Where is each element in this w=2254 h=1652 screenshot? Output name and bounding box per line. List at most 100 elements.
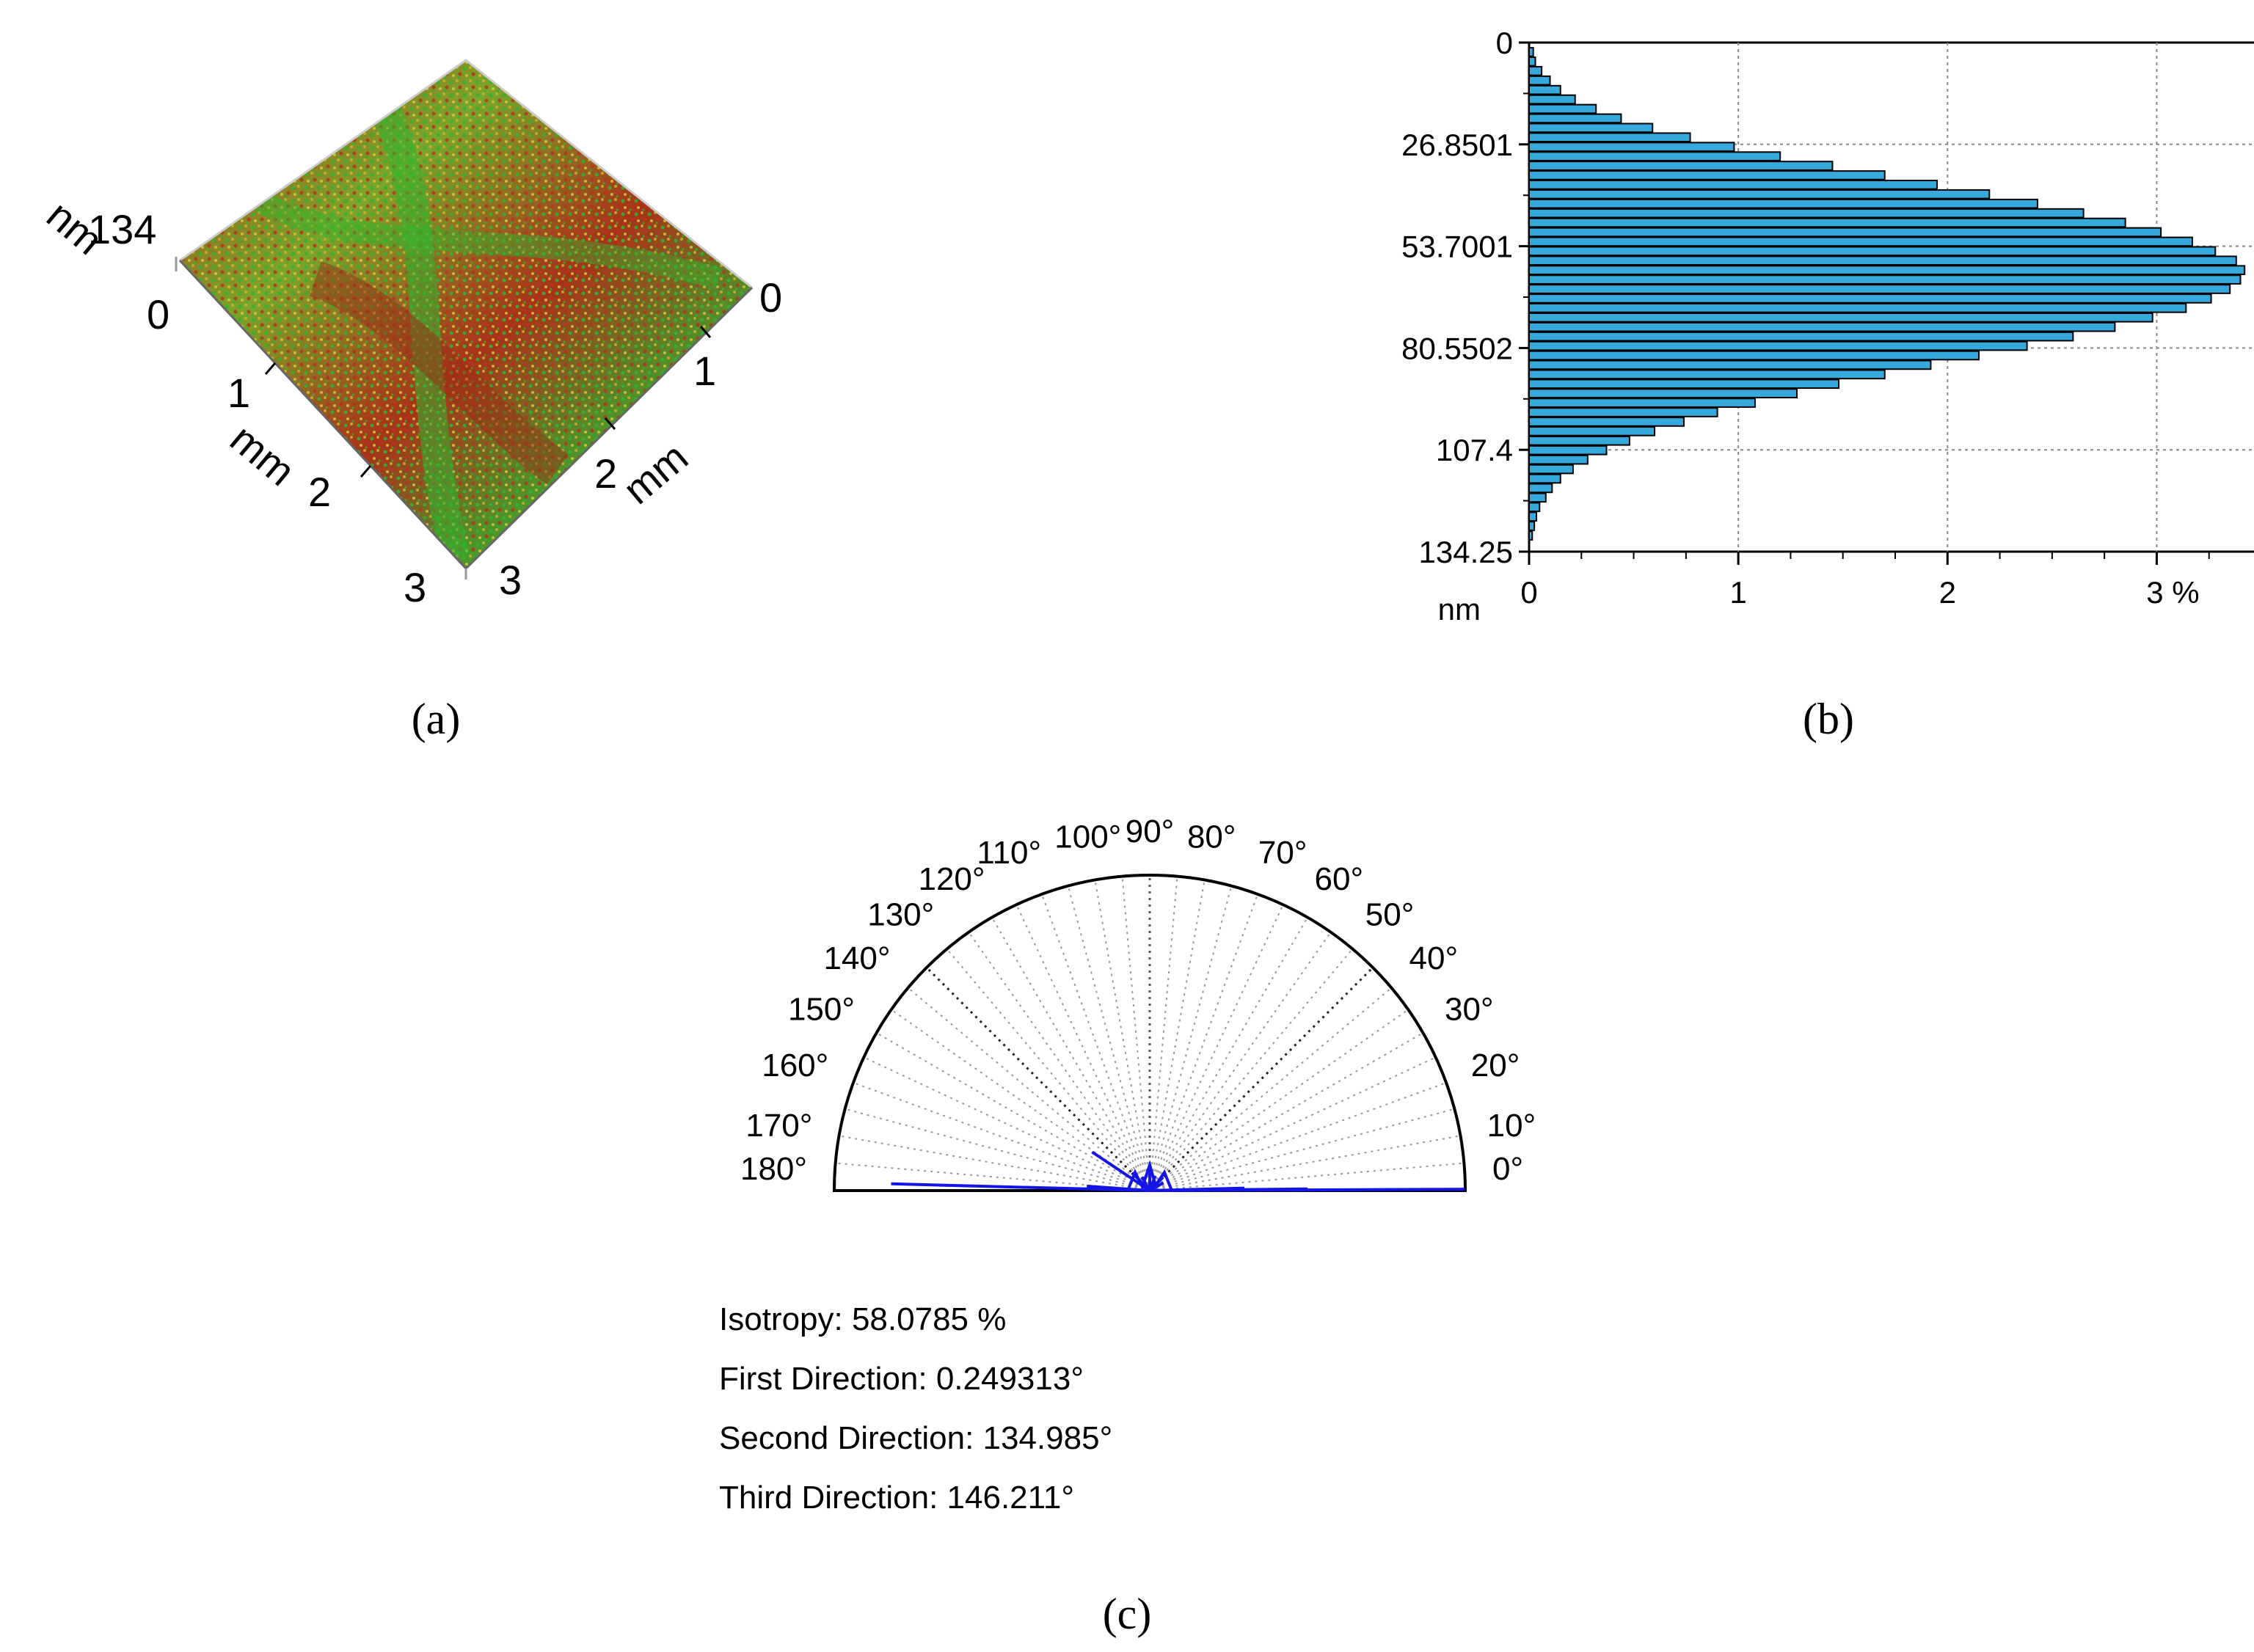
panel-label-a: (a)	[412, 695, 461, 743]
histogram-bar	[1528, 502, 1541, 513]
histogram-bar	[1528, 84, 1561, 95]
histogram-bar	[1528, 132, 1691, 143]
histogram-bar	[1528, 331, 2074, 342]
histogram-bar	[1528, 161, 1834, 171]
isotropy-value: Isotropy: 58.0785 %	[719, 1301, 1007, 1337]
histogram-bar	[1528, 312, 2153, 323]
polar-spoke	[1149, 1032, 1423, 1191]
histogram-bar	[1528, 398, 1756, 408]
x-tick-2: 2	[594, 450, 617, 497]
histogram-bar	[1528, 274, 2242, 285]
histogram-bar	[1528, 435, 1630, 446]
histogram-bar	[1528, 208, 2085, 219]
polar-rose-line-4	[1087, 1185, 1150, 1192]
histogram-bar	[1528, 227, 2162, 238]
histogram-x-tick-label-0: 0	[1520, 575, 1537, 610]
polar-rose-lines	[891, 1150, 1466, 1192]
y-tick-2: 2	[308, 469, 331, 515]
polar-spoke	[1040, 893, 1150, 1191]
histogram-bar	[1528, 350, 1980, 361]
polar-angle-label-10: 10°	[1487, 1108, 1536, 1144]
polar-angle-label-130: 130°	[867, 896, 934, 932]
polar-spoke	[876, 1032, 1150, 1191]
x-tick-0: 0	[759, 274, 782, 321]
histogram-bar	[1528, 75, 1551, 86]
histogram-bar	[1528, 473, 1561, 484]
histogram-y-tick-label-1: 26.8501	[1401, 128, 1513, 162]
polar-spoke	[1015, 904, 1150, 1191]
histogram-bar	[1528, 103, 1597, 114]
polar-spoke	[1149, 904, 1284, 1191]
histogram-bar	[1528, 284, 2231, 294]
polar-spoke	[853, 1081, 1150, 1191]
histogram-bar	[1528, 236, 2193, 247]
polar-spoke	[1149, 1108, 1455, 1191]
y-unit-label: mm	[222, 415, 304, 494]
polar-spoke	[1149, 893, 1259, 1191]
polar-grid	[832, 874, 1467, 1192]
height-histogram: 0 26.8501 53.7001 80.5502 107.4 134.25 0 1 2 3 %…	[1401, 26, 2254, 743]
polar-angle-label-120: 120°	[918, 861, 985, 897]
polar-outline	[832, 874, 1467, 1192]
histogram-y-tick-label-3: 80.5502	[1401, 331, 1513, 365]
polar-angle-label-60: 60°	[1315, 861, 1364, 897]
histogram-bar	[1528, 293, 2212, 304]
polar-spoke	[863, 1056, 1150, 1191]
polar-angle-label-0: 0°	[1492, 1151, 1523, 1187]
histogram-bar	[1528, 379, 1840, 390]
histogram-bar	[1528, 94, 1576, 105]
histogram-bar	[1528, 303, 2187, 313]
histogram-y-ticks: 0 26.8501 53.7001 80.5502 107.4 134.25	[1401, 26, 1529, 569]
panel-label-b: (b)	[1803, 695, 1854, 743]
histogram-bar	[1528, 255, 2237, 266]
histogram-bar	[1528, 123, 1654, 134]
surface-3d-plot: 134 0 nm 1 2 3 mm 0 1 2 3 mm (a)	[38, 59, 782, 743]
histogram-bars	[1528, 47, 2246, 541]
histogram-bar	[1528, 369, 1886, 380]
histogram-bar	[1528, 359, 1932, 370]
histogram-x-ticks: 0 1 2 3 %	[1520, 552, 2210, 610]
histogram-bar	[1528, 65, 1543, 76]
x-unit-label: mm	[614, 434, 696, 513]
polar-angle-label-170: 170°	[745, 1108, 812, 1144]
z-unit-label: nm	[38, 191, 112, 263]
polar-angle-label-80: 80°	[1187, 819, 1236, 855]
histogram-bar	[1528, 246, 2217, 257]
polar-angle-label-150: 150°	[788, 992, 855, 1028]
histogram-bar	[1528, 454, 1589, 465]
polar-angle-label-110: 110°	[977, 835, 1041, 871]
histogram-y-tick-label-2: 53.7001	[1401, 230, 1513, 264]
histogram-x-tick-label-1: 1	[1729, 575, 1746, 610]
histogram-bar	[1528, 198, 2038, 209]
polar-angle-label-180: 180°	[740, 1151, 807, 1187]
polar-spoke	[1121, 876, 1150, 1191]
polar-spoke	[968, 932, 1150, 1191]
polar-spoke	[1149, 876, 1178, 1191]
histogram-bar	[1528, 530, 1533, 541]
histogram-bar	[1528, 521, 1536, 531]
y-tick-1: 1	[227, 370, 250, 416]
direction-polar-plot: 0° 10° 20° 30° 40° 50°60°70° 80° 90°100° 110°120…	[740, 814, 1536, 1638]
histogram-bar	[1528, 321, 2116, 332]
histogram-bar	[1528, 142, 1735, 152]
x-tick-1: 1	[693, 348, 716, 394]
polar-rose-line-3	[891, 1182, 1150, 1192]
histogram-y-tick-label-5: 134.25	[1419, 535, 1513, 569]
histogram-bar	[1528, 56, 1536, 67]
first-direction-value: First Direction: 0.249313°	[719, 1361, 1084, 1397]
histogram-y-tick-label-0: 0	[1496, 26, 1513, 60]
polar-spoke	[845, 1108, 1150, 1191]
z-min-label: 0	[147, 291, 169, 337]
histogram-bar	[1528, 388, 1798, 398]
histogram-bar	[1528, 407, 1718, 417]
histogram-x-tick-label-2: 2	[1939, 575, 1956, 610]
polar-angle-label-50: 50°	[1365, 896, 1415, 932]
second-direction-value: Second Direction: 134.985°	[719, 1420, 1113, 1456]
polar-spoke	[1149, 885, 1233, 1191]
histogram-bar	[1528, 445, 1608, 456]
polar-spoke	[1149, 1009, 1409, 1191]
histogram-y-tick-label-4: 107.4	[1436, 433, 1513, 467]
polar-angle-label-20: 20°	[1471, 1048, 1520, 1083]
histogram-bar	[1528, 151, 1781, 161]
